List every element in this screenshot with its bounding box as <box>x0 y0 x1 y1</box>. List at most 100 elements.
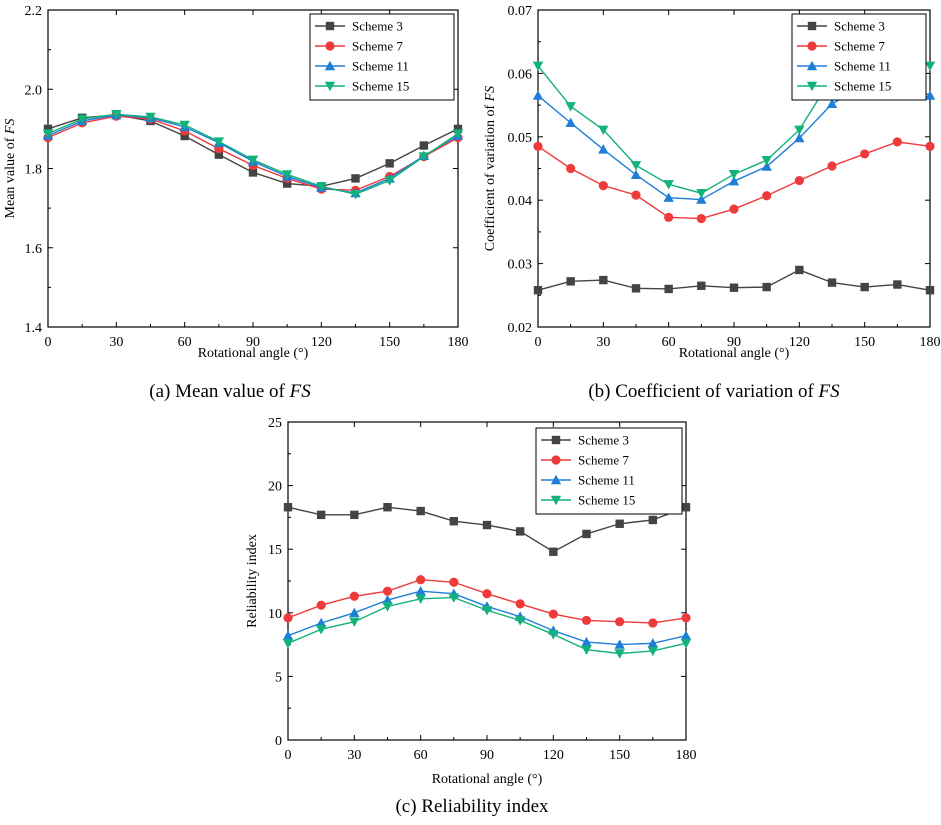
y-tick-label: 1.6 <box>25 242 43 257</box>
data-point <box>548 609 558 619</box>
data-point <box>696 213 706 224</box>
data-point <box>418 152 430 162</box>
data-point <box>514 616 526 626</box>
legend: Scheme 3 Scheme 7 Scheme 11 Scheme 15 <box>535 427 683 515</box>
legend-marker <box>325 21 335 31</box>
legend-marker <box>550 495 562 506</box>
legend-label: Scheme 7 <box>578 453 629 468</box>
data-point <box>581 615 592 626</box>
x-tick-label: 90 <box>727 335 741 350</box>
data-point <box>892 137 902 147</box>
data-point <box>614 649 625 659</box>
series-line <box>287 590 687 646</box>
data-point <box>697 281 706 290</box>
data-point <box>598 181 608 191</box>
x-tick-label: 0 <box>535 335 542 350</box>
data-point <box>860 282 869 292</box>
data-point <box>384 176 395 186</box>
x-tick-label: 30 <box>596 335 610 350</box>
data-point <box>728 175 740 186</box>
legend-marker <box>806 81 818 92</box>
series-scheme-15 <box>282 593 692 659</box>
data-point <box>316 600 326 610</box>
caption-italic: FS <box>818 381 841 402</box>
data-point <box>565 117 576 128</box>
data-point <box>631 190 641 200</box>
panel-a-mean-fs: 0 30 60 90 120 150 180 1.4 1.6 1.8 2.0 2.2 Rotationa… <box>3 4 469 402</box>
data-point <box>76 114 88 125</box>
data-point <box>283 613 293 623</box>
data-point <box>350 190 361 200</box>
data-point <box>416 506 425 516</box>
data-point <box>615 519 624 528</box>
data-point <box>598 125 609 136</box>
legend-box <box>535 427 683 515</box>
data-point <box>615 617 625 627</box>
legend-label: Scheme 11 <box>578 473 635 488</box>
data-point <box>532 61 544 71</box>
x-tick-label: 150 <box>609 748 630 763</box>
y-axis-label-text: Coefficient of variation of <box>483 101 498 251</box>
data-point <box>924 61 936 71</box>
data-point <box>349 617 360 627</box>
legend-label: Scheme 15 <box>834 79 891 94</box>
data-point <box>315 625 327 635</box>
legend-marker <box>807 41 817 51</box>
x-tick-label: 180 <box>676 748 697 763</box>
y-tick-label: 0.06 <box>508 67 533 82</box>
x-tick-label: 180 <box>448 335 469 350</box>
series-line <box>47 113 459 195</box>
y-tick-label: 15 <box>268 543 282 558</box>
x-tick-label: 60 <box>178 335 192 350</box>
data-point <box>647 646 659 657</box>
data-point <box>452 129 464 139</box>
legend-label: Scheme 3 <box>578 433 629 448</box>
data-point <box>351 174 360 183</box>
legend-marker <box>807 21 817 31</box>
data-point <box>925 141 935 151</box>
data-point <box>680 630 692 640</box>
data-point <box>681 503 691 512</box>
data-point <box>549 547 558 556</box>
data-point <box>213 137 225 147</box>
data-point <box>248 168 258 177</box>
data-point <box>925 286 935 295</box>
data-point <box>548 630 559 640</box>
x-tick-label: 120 <box>789 335 810 350</box>
y-tick-label: 0.04 <box>508 194 533 209</box>
x-tick-label: 0 <box>45 335 52 350</box>
data-point <box>794 132 805 143</box>
data-point <box>761 161 772 171</box>
legend-label: Scheme 7 <box>834 39 885 54</box>
legend-label: Scheme 11 <box>352 59 409 74</box>
data-point <box>382 594 393 605</box>
x-tick-label: 30 <box>109 335 123 350</box>
data-point <box>416 575 426 585</box>
data-point <box>533 141 543 151</box>
y-tick-label: 0 <box>275 734 282 749</box>
y-axis-label: Reliability index <box>245 534 260 628</box>
legend: Scheme 3 Scheme 7 Scheme 11 Scheme 15 <box>309 13 455 101</box>
x-axis-label: Rotational angle (°) <box>198 346 309 361</box>
data-point <box>598 144 609 154</box>
x-tick-label: 60 <box>414 748 428 763</box>
data-point <box>762 191 772 201</box>
data-point <box>316 182 327 192</box>
x-tick-label: 150 <box>379 335 400 350</box>
legend-label: Scheme 11 <box>834 59 891 74</box>
data-point <box>482 520 492 530</box>
series-scheme-11 <box>42 109 464 198</box>
x-axis-label: Rotational angle (°) <box>432 772 543 787</box>
data-point <box>383 503 392 512</box>
data-point <box>827 161 837 171</box>
data-point <box>826 98 838 109</box>
legend: Scheme 3 Scheme 7 Scheme 11 Scheme 15 <box>791 13 927 101</box>
y-axis-label-italic: FS <box>3 119 18 136</box>
data-point <box>582 529 591 539</box>
data-point <box>581 636 592 647</box>
data-point <box>680 639 692 649</box>
data-point <box>515 527 525 536</box>
data-point <box>349 591 359 601</box>
y-tick-label: 5 <box>275 670 282 685</box>
